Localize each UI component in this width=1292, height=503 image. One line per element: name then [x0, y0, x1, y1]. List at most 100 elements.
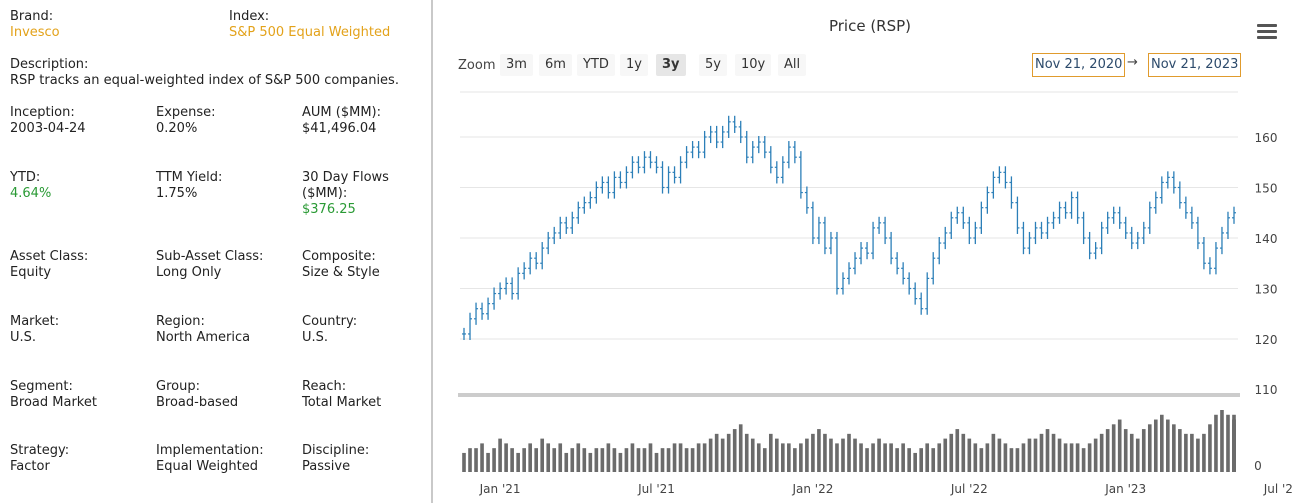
volume-bar [468, 448, 472, 472]
zoom-button-all[interactable]: All [778, 54, 807, 76]
field-reach: Reach: Total Market [302, 379, 412, 411]
volume-bar [1232, 419, 1236, 472]
x-tick-label: Jul '23 [1263, 482, 1292, 496]
volume-bar [1129, 433, 1134, 472]
volume-bar [1075, 443, 1080, 472]
volume-bar [1087, 443, 1092, 472]
volume-bar [708, 438, 713, 472]
range-arrow: → [1127, 55, 1138, 70]
field-ttm-yield: TTM Yield: 1.75% [156, 170, 296, 202]
volume-bar [624, 448, 629, 472]
volume-bar [642, 448, 647, 472]
field-composite: Composite: Size & Style [302, 249, 412, 281]
volume-bar [762, 448, 767, 472]
volume-bar [1226, 414, 1230, 472]
volume-bar [768, 433, 773, 472]
volume-bar [817, 429, 821, 472]
volume-bar [1015, 448, 1020, 472]
x-tick-label: Jan '21 [479, 482, 521, 496]
volume-bar [696, 443, 701, 472]
volume-bar [654, 452, 659, 472]
volume-bar [1033, 438, 1038, 472]
volume-bar [913, 452, 917, 472]
volume-bar [895, 448, 899, 472]
zoom-button-3y[interactable]: 3y [656, 54, 686, 76]
volume-bar [1135, 438, 1140, 472]
field-ytd-label: YTD: [10, 170, 41, 185]
field-30-day-flows-mm-label: 30 Day Flows ($MM): [302, 170, 389, 201]
volume-bar [528, 443, 532, 472]
volume-bar [1196, 438, 1200, 472]
field-30-day-flows-mm: 30 Day Flows ($MM): $376.25 [302, 170, 412, 218]
volume-bar [787, 443, 791, 472]
volume-bar [1153, 419, 1158, 472]
volume-bar [967, 438, 972, 472]
zoom-button-ytd[interactable]: YTD [577, 54, 615, 76]
volume-bar [1009, 448, 1014, 472]
volume-y-tick-label: 0 [1254, 459, 1262, 473]
volume-bar [666, 448, 671, 472]
volume-bar [726, 433, 731, 472]
volume-bar [540, 438, 545, 472]
volume-bar [1202, 433, 1206, 472]
field-country-value: U.S. [302, 330, 329, 345]
range-from-input[interactable]: Nov 21, 2020 [1032, 53, 1126, 77]
volume-bar [961, 433, 966, 472]
field-group-value: Broad-based [156, 395, 239, 410]
volume-bar [1220, 410, 1224, 472]
volume-bar [1021, 443, 1026, 472]
field-discipline: Discipline: Passive [302, 443, 412, 475]
brand-field-label: Brand: [10, 9, 54, 24]
zoom-button-10y[interactable]: 10y [735, 54, 772, 76]
volume-bar [738, 424, 743, 472]
index-field: Index: S&P 500 Equal Weighted [229, 9, 390, 41]
zoom-button-6m[interactable]: 6m [539, 54, 572, 76]
volume-bar [648, 443, 653, 472]
volume-bar [805, 438, 809, 472]
field-inception: Inception: 2003-04-24 [10, 105, 150, 137]
volume-bar [955, 429, 960, 472]
volume-bar [744, 433, 749, 472]
field-expense: Expense: 0.20% [156, 105, 296, 137]
volume-bar [1178, 429, 1182, 472]
volume-bar [925, 443, 930, 472]
field-segment-label: Segment: [10, 379, 73, 394]
field-asset-class-value: Equity [10, 265, 52, 280]
volume-bar [877, 438, 881, 472]
volume-bar [853, 438, 857, 472]
hamburger-menu-icon[interactable] [1257, 24, 1277, 40]
volume-bar [600, 448, 605, 472]
volume-bar [714, 433, 719, 472]
field-sub-asset-class-label: Sub-Asset Class: [156, 249, 264, 264]
volume-bar [985, 443, 990, 472]
field-expense-value: 0.20% [156, 121, 198, 136]
volume-bar [1232, 424, 1236, 472]
volume-bar [1159, 414, 1164, 472]
volume-bar [564, 452, 569, 472]
field-expense-label: Expense: [156, 105, 216, 120]
volume-bar [1214, 414, 1218, 472]
volume-bar [678, 443, 683, 472]
volume-bar [1045, 429, 1050, 472]
volume-bar [504, 443, 508, 472]
field-segment-value: Broad Market [10, 395, 97, 410]
zoom-button-5y[interactable]: 5y [699, 54, 727, 76]
volume-bar [1166, 419, 1170, 472]
volume-bar [486, 452, 490, 472]
zoom-button-3m[interactable]: 3m [500, 54, 533, 76]
volume-bar [1147, 424, 1152, 472]
field-ttm-yield-value: 1.75% [156, 186, 198, 201]
panel-divider[interactable] [431, 0, 433, 503]
fund-details-panel: Brand: Invesco Index: S&P 500 Equal Weighte… [0, 0, 430, 503]
volume-bar [588, 452, 593, 472]
range-to-input[interactable]: Nov 21, 2023 [1148, 53, 1242, 77]
zoom-button-1y[interactable]: 1y [620, 54, 648, 76]
y-tick-label: 120 [1255, 333, 1278, 347]
volume-bar [829, 438, 833, 472]
volume-bar [552, 448, 557, 472]
volume-bar [859, 443, 863, 472]
volume-bar [462, 452, 466, 472]
field-strategy-label: Strategy: [10, 443, 70, 458]
volume-bar [1232, 429, 1236, 472]
volume-bar [979, 448, 984, 472]
